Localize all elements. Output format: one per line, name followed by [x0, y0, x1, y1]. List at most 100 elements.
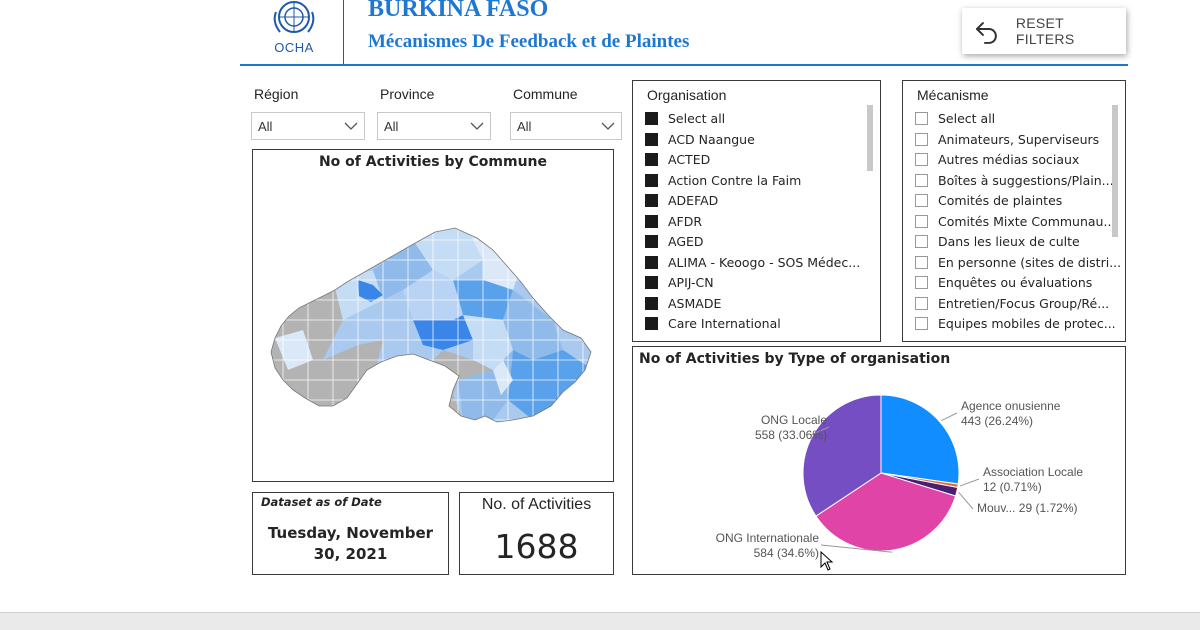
province-dropdown[interactable]: All — [377, 112, 491, 140]
checkbox-icon — [915, 194, 928, 207]
mecanisme-scrollbar[interactable] — [1112, 105, 1118, 237]
organisation-item[interactable]: Care International — [645, 316, 781, 331]
pie-slice-label: ONG Internationale 584 (34.6%) — [711, 531, 819, 561]
organisation-item-label: ASMADE — [668, 295, 722, 311]
commune-dropdown[interactable]: All — [510, 112, 622, 140]
burkina-commune-map[interactable] — [263, 220, 603, 480]
pie-slice-label: Agence onusienne 443 (26.24%) — [961, 399, 1060, 429]
checkbox-icon — [645, 194, 658, 207]
activities-kpi-card: No. of Activities 1688 — [459, 492, 614, 575]
mecanisme-item[interactable]: Enquêtes ou évaluations — [915, 275, 1092, 290]
pie-leader-line — [958, 491, 974, 510]
pie-slice-value: 443 (26.24%) — [961, 414, 1034, 428]
region-dropdown-value: All — [258, 118, 273, 134]
pie-slice[interactable] — [802, 394, 882, 517]
org-type-pie-chart[interactable] — [633, 347, 1125, 574]
pie-slice-label: Association Locale 12 (0.71%) — [983, 465, 1083, 495]
mecanisme-item-label: Comités Mixte Communau... — [938, 213, 1116, 229]
checkbox-icon — [645, 235, 658, 248]
reset-filters-label: RESET FILTERS — [1015, 15, 1075, 47]
checkbox-icon — [915, 112, 928, 125]
mecanisme-item[interactable]: En personne (sites de distri... — [915, 255, 1121, 270]
mecanisme-item-label: Animateurs, Superviseurs — [938, 131, 1100, 147]
organisation-item[interactable]: ACTED — [645, 152, 710, 167]
organisation-item-label: ACTED — [668, 152, 711, 167]
organisation-item[interactable]: ASMADE — [645, 296, 721, 311]
commune-borders — [271, 228, 591, 422]
checkbox-icon — [915, 214, 928, 228]
checkbox-icon — [915, 296, 928, 310]
organisation-scrollbar[interactable] — [867, 105, 873, 171]
checkbox-icon — [915, 317, 928, 330]
mecanisme-item-label: Enquêtes ou évaluations — [938, 275, 1093, 290]
ocha-logo-text: OCHA — [274, 40, 314, 55]
checkbox-icon — [645, 132, 658, 146]
mecanisme-item[interactable]: Select all — [915, 111, 995, 126]
checkbox-icon — [645, 112, 658, 125]
dataset-date-line1: Tuesday, November — [267, 524, 434, 542]
bottom-status-bar — [0, 612, 1200, 630]
mecanisme-item[interactable]: Autres médias sociaux — [915, 152, 1079, 167]
organisation-item-label: Care International — [668, 316, 781, 331]
dataset-date-line2: 30, 2021 — [313, 545, 388, 563]
pie-slice[interactable] — [815, 472, 957, 552]
pie-chart-title: No of Activities by Type of organisation — [639, 351, 951, 367]
province-slicer-label: Province — [380, 86, 435, 102]
organisation-item[interactable]: AFDR — [645, 214, 702, 229]
mecanisme-item[interactable]: Equipes mobiles de protec... — [915, 316, 1116, 331]
dataset-date-value: Tuesday, November 30, 2021 — [253, 523, 448, 565]
mecanisme-slicer: Mécanisme Select all Animateurs, Supervis… — [902, 80, 1126, 342]
organisation-item[interactable]: AGED — [645, 234, 704, 249]
reset-filters-button[interactable]: RESET FILTERS — [962, 8, 1126, 54]
mouse-cursor-icon — [820, 551, 834, 571]
mecanisme-item-label: Dans les lieux de culte — [938, 234, 1080, 249]
organisation-item-label: AFDR — [668, 213, 703, 229]
checkbox-icon — [645, 214, 658, 228]
region-dropdown[interactable]: All — [251, 112, 365, 140]
pie-leader-line — [959, 478, 980, 487]
organisation-item-label: AGED — [668, 234, 704, 249]
country-outline — [270, 227, 592, 423]
mecanisme-item[interactable]: Entretien/Focus Group/Ré... — [915, 296, 1109, 311]
organisation-item[interactable]: APIJ-CN — [645, 275, 714, 290]
mecanisme-item[interactable]: Animateurs, Superviseurs — [915, 132, 1099, 147]
chevron-down-icon — [470, 122, 484, 130]
checkbox-icon — [915, 276, 928, 289]
pie-slice-name: Association Locale — [983, 465, 1084, 479]
organisation-item[interactable]: ADEFAD — [645, 193, 718, 208]
organisation-item[interactable]: ALIMA - Keoogo - SOS Médec... — [645, 255, 860, 270]
commune-slicer-label: Commune — [513, 86, 578, 102]
pie-slice-name: Agence onusienne — [961, 399, 1061, 413]
mecanisme-item[interactable]: Boîtes à suggestions/Plain... — [915, 173, 1114, 188]
mecanisme-item[interactable]: Dans les lieux de culte — [915, 234, 1080, 249]
organisation-item-label: ACD Naangue — [668, 131, 755, 147]
pie-slice-name: Mouv... 29 (1.72%) — [977, 501, 1078, 515]
pie-slice-label: Mouv... 29 (1.72%) — [977, 501, 1078, 516]
header-divider — [343, 0, 344, 64]
checkbox-icon — [645, 255, 658, 269]
checkbox-icon — [645, 173, 658, 187]
checkbox-icon — [645, 317, 658, 330]
commune-map-panel: No of Activities by Commune — [252, 149, 614, 482]
mecanisme-item[interactable]: Comités de plaintes — [915, 193, 1062, 208]
pie-slice-label: ONG Locale 558 (33.06%) — [719, 413, 827, 443]
organisation-item-label: Action Contre la Faim — [668, 172, 802, 188]
region-slicer-label: Région — [254, 86, 299, 102]
dataset-date-heading: Dataset as of Date — [261, 495, 382, 509]
ocha-logo — [262, 0, 332, 62]
checkbox-icon — [645, 153, 658, 166]
organisation-item[interactable]: ACD Naangue — [645, 132, 755, 147]
chevron-down-icon — [601, 122, 615, 130]
mecanisme-item[interactable]: Comités Mixte Communau... — [915, 214, 1115, 229]
organisation-item[interactable]: Action Contre la Faim — [645, 173, 801, 188]
province-dropdown-value: All — [384, 118, 399, 134]
checkbox-icon — [645, 296, 658, 310]
checkbox-icon — [915, 173, 928, 187]
mecanisme-item-label: Entretien/Focus Group/Ré... — [938, 295, 1110, 311]
commune-dropdown-value: All — [517, 118, 532, 134]
organisation-item[interactable]: Select all — [645, 111, 725, 126]
pie-slice-value: 12 (0.71%) — [983, 480, 1042, 494]
page-subtitle: Mécanismes De Feedback et de Plaintes — [368, 31, 690, 52]
pie-slice[interactable] — [880, 394, 960, 485]
organisation-item-label: ALIMA - Keoogo - SOS Médec... — [668, 254, 861, 270]
